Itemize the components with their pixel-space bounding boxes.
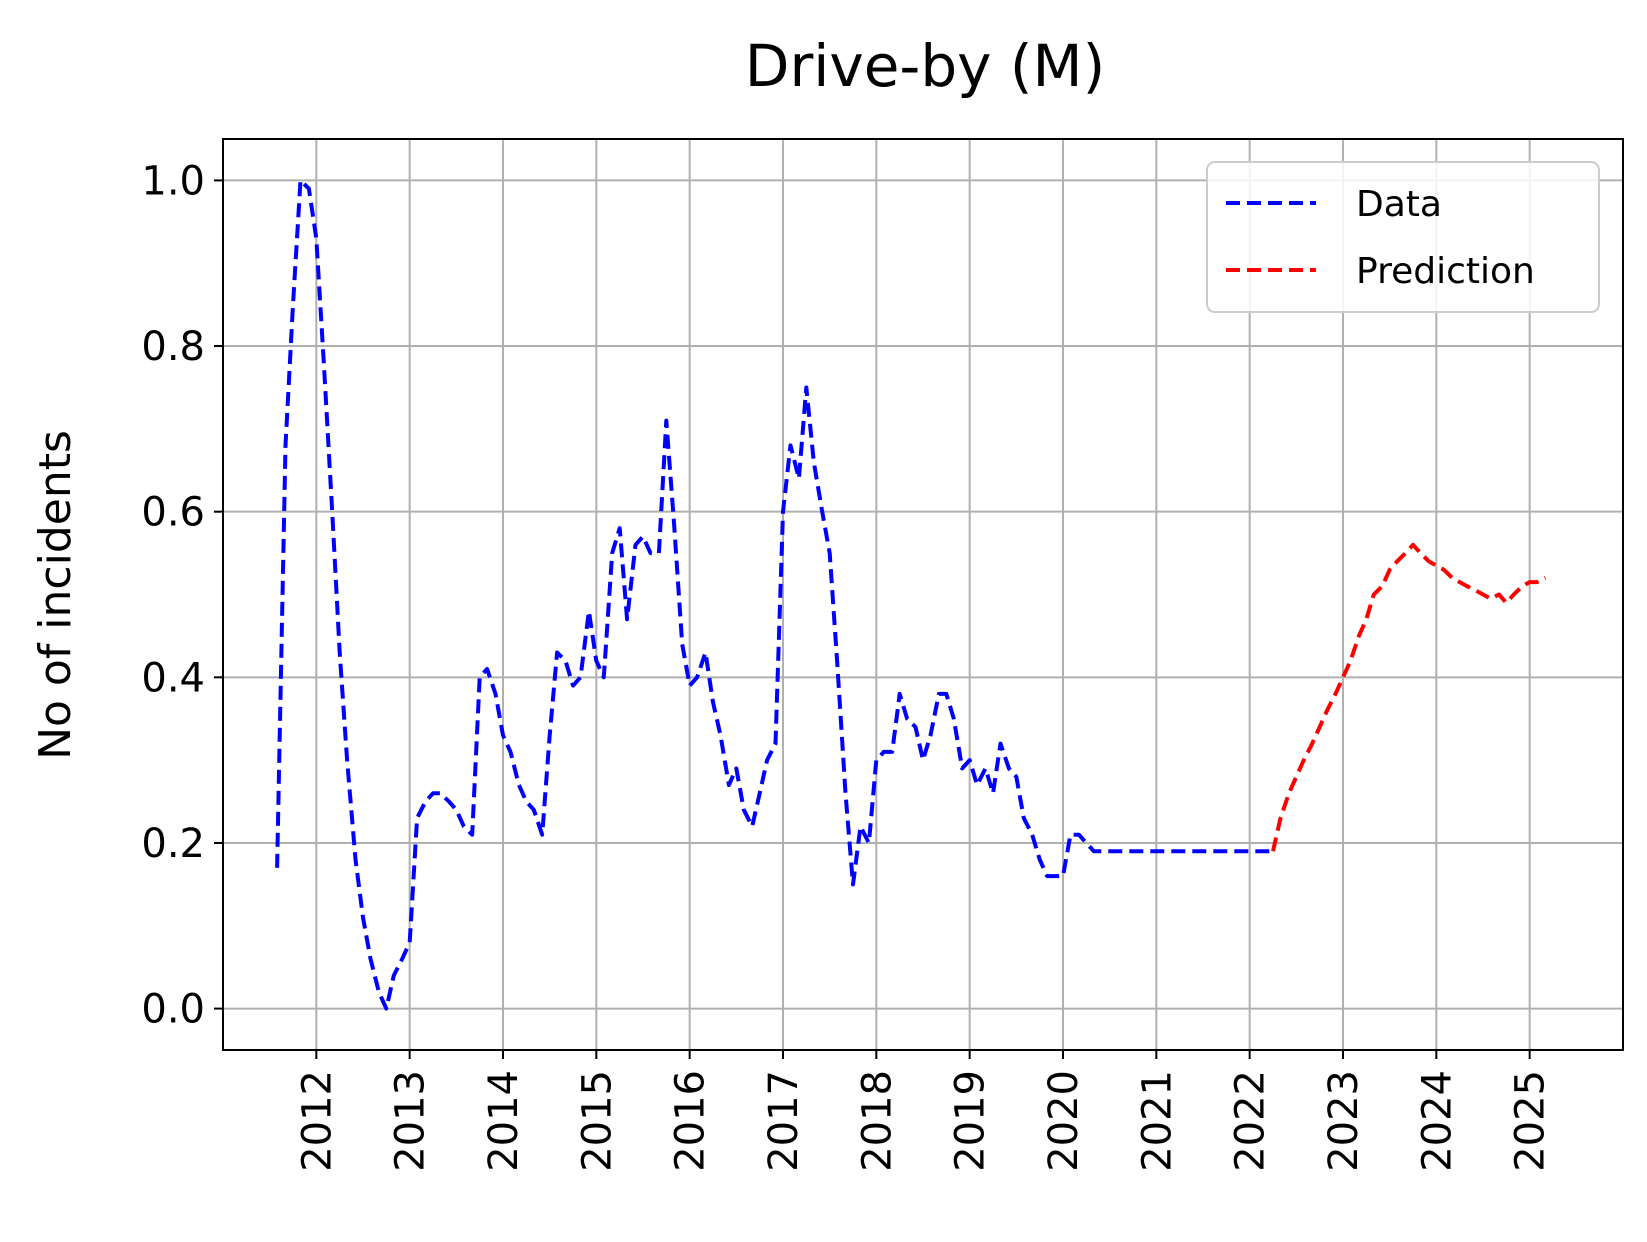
x-tick-label: 2015 xyxy=(574,1070,620,1172)
x-tick-label: 2025 xyxy=(1508,1070,1554,1172)
x-tick-label: 2013 xyxy=(388,1070,434,1172)
x-tick-label: 2016 xyxy=(668,1070,714,1172)
legend-box xyxy=(1206,161,1600,313)
y-tick-label: 0.4 xyxy=(141,655,205,701)
x-tick-layer: 2012 2013 2014 2015 2016 2017 2018 2019 2020 2021… xyxy=(294,1050,1554,1172)
y-tick-label: 0.8 xyxy=(141,324,205,370)
x-tick-label: 2017 xyxy=(761,1070,807,1172)
x-tick-label: 2012 xyxy=(294,1070,340,1172)
series-line-prediction xyxy=(1271,542,1547,852)
x-tick-label: 2022 xyxy=(1228,1070,1274,1172)
series-line-data xyxy=(275,178,1273,1011)
legend: Data Prediction xyxy=(1206,161,1600,313)
y-tick-label: 0.6 xyxy=(141,490,205,536)
x-tick-label: 2014 xyxy=(481,1070,527,1172)
x-tick-label: 2020 xyxy=(1041,1070,1087,1172)
x-tick-label: 2023 xyxy=(1321,1070,1367,1172)
y-axis-label: No of incidents xyxy=(30,430,81,760)
x-tick-label: 2024 xyxy=(1414,1070,1460,1172)
x-tick-label: 2021 xyxy=(1134,1070,1180,1172)
y-tick-layer: 0.0 0.2 0.4 0.6 0.8 1.0 xyxy=(141,158,223,1033)
y-tick-label: 0.0 xyxy=(141,987,205,1033)
legend-label-data: Data xyxy=(1356,184,1442,225)
plot-frame xyxy=(222,138,1624,1051)
y-tick-label: 1.0 xyxy=(141,158,205,204)
x-tick-label: 2018 xyxy=(854,1070,900,1172)
legend-label-prediction: Prediction xyxy=(1356,251,1535,292)
y-tick-label: 0.2 xyxy=(141,821,205,867)
chart-title: Drive-by (M) xyxy=(745,32,1105,100)
x-tick-label: 2019 xyxy=(948,1070,994,1172)
series-layer xyxy=(275,178,1547,1011)
